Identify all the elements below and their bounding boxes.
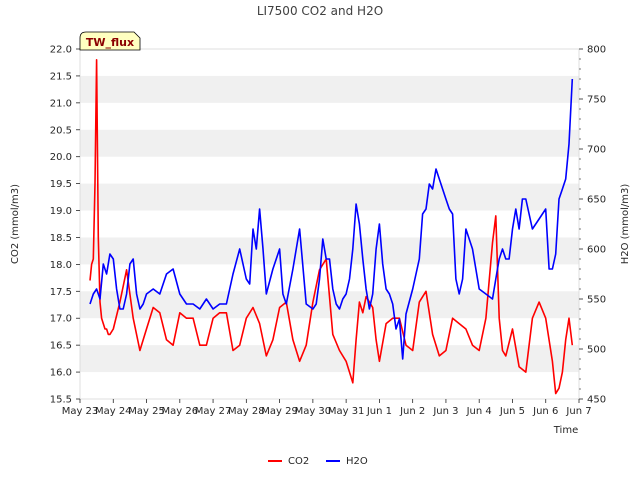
- y-right-tick-label: 500: [587, 345, 606, 356]
- y-right-tick-label: 650: [587, 195, 606, 206]
- y-left-tick-label: 20.5: [50, 125, 72, 136]
- x-tick-label: May 29: [261, 406, 298, 417]
- x-tick-label: Jun 6: [532, 406, 558, 417]
- x-tick-label: May 24: [95, 406, 132, 417]
- grid-band: [80, 129, 579, 157]
- y-right-tick-label: 550: [587, 295, 606, 306]
- x-tick-label: Jun 4: [466, 406, 492, 417]
- x-tick-label: May 25: [128, 406, 165, 417]
- y-right-tick-label: 450: [587, 395, 606, 406]
- x-tick-label: Jun 3: [432, 406, 458, 417]
- y-axis-left: 15.5 16.0 16.5 17.0 17.5 18.0 18.5 19.0 19.5 20.0…: [50, 45, 80, 406]
- x-tick-label: May 30: [295, 406, 332, 417]
- x-tick-label: May 31: [328, 406, 365, 417]
- y-left-tick-label: 19.5: [50, 179, 72, 190]
- y-left-tick-label: 18.5: [50, 233, 72, 244]
- x-tick-label: Jun 7: [565, 406, 591, 417]
- x-tick-label: May 26: [162, 406, 199, 417]
- y-left-tick-label: 21.5: [50, 71, 72, 82]
- y-left-tick-label: 21.0: [50, 98, 72, 109]
- x-tick-label: May 27: [195, 406, 232, 417]
- x-tick-label: May 23: [62, 406, 99, 417]
- series-group: [89, 58, 574, 395]
- grid-band: [80, 75, 579, 103]
- y-right-tick-label: 800: [587, 45, 606, 56]
- tw-flux-badge: TW_flux: [79, 31, 141, 51]
- y-left-tick-label: 17.0: [50, 314, 72, 325]
- y-left-tick-label: 22.0: [50, 45, 72, 56]
- chart-title: LI7500 CO2 and H2O: [257, 4, 383, 18]
- grid-band: [80, 183, 579, 211]
- y-left-tick-label: 16.5: [50, 341, 72, 352]
- legend: CO2 H2O: [268, 456, 368, 467]
- y-left-tick-label: 16.0: [50, 368, 72, 379]
- plot-frame: [79, 48, 580, 400]
- y-right-tick-label: 600: [587, 245, 606, 256]
- series-line-h2o: [89, 78, 574, 360]
- x-tick-label: Jun 5: [499, 406, 525, 417]
- y-right-tick-label: 700: [587, 145, 606, 156]
- legend-label-h2o: H2O: [346, 456, 368, 467]
- y-axis-left-label: CO2 (mmol/m3): [10, 184, 21, 264]
- legend-label-co2: CO2: [288, 456, 309, 467]
- badge-shape: [79, 31, 141, 51]
- x-tick-label: May 28: [228, 406, 265, 417]
- x-tick-label: Jun 2: [399, 406, 425, 417]
- series-line-co2: [89, 58, 574, 395]
- y-axis-right: 450 500 550 600 650 700 750 800: [579, 45, 606, 406]
- grid-band: [80, 345, 579, 373]
- background-bands: [80, 75, 579, 373]
- y-left-tick-label: 15.5: [50, 395, 72, 406]
- y-left-tick-label: 17.5: [50, 287, 72, 298]
- badge-label: TW_flux: [86, 36, 134, 49]
- x-tick-label: Jun 1: [366, 406, 392, 417]
- y-axis-right-label: H2O (mmol/m3): [620, 184, 631, 265]
- y-right-tick-label: 750: [587, 95, 606, 106]
- y-left-tick-label: 20.0: [50, 152, 72, 163]
- y-left-tick-label: 19.0: [50, 206, 72, 217]
- y-left-tick-label: 18.0: [50, 260, 72, 271]
- x-axis-label: Time: [553, 425, 578, 436]
